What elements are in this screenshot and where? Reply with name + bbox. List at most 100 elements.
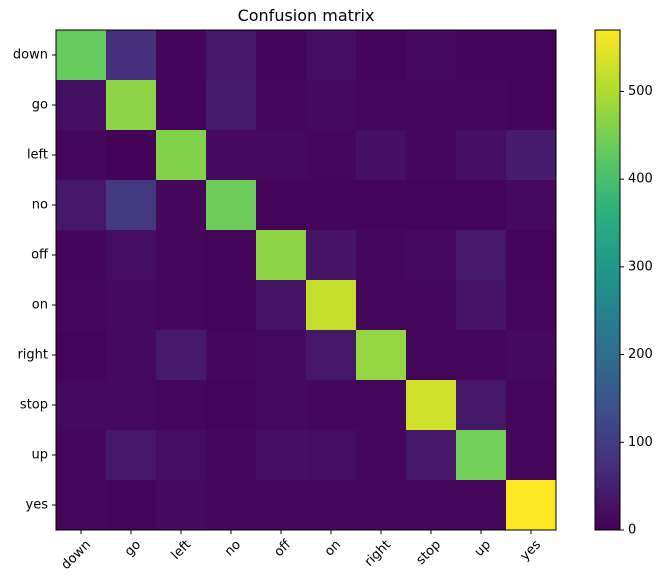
heatmap-cell [406, 180, 457, 231]
heatmap-cell [356, 130, 407, 181]
heatmap-cell [506, 330, 557, 381]
y-tick-label: stop [20, 398, 48, 413]
heatmap-cell [256, 480, 307, 531]
heatmap-cell [356, 30, 407, 81]
heatmap-cell [506, 380, 557, 431]
heatmap-cell [106, 280, 157, 331]
heatmap-cell [356, 480, 407, 531]
heatmap-cell [506, 130, 557, 181]
heatmap-cell [406, 430, 457, 481]
heatmap-cell [306, 80, 357, 131]
heatmap-cell [56, 480, 107, 531]
heatmap-cell [106, 180, 157, 231]
heatmap-cell [406, 330, 457, 381]
heatmap-cell [256, 280, 307, 331]
x-tick-label: on [322, 537, 344, 559]
heatmap-cell [256, 430, 307, 481]
colorbar-tick-label: 100 [628, 435, 653, 450]
heatmap-cell [206, 30, 257, 81]
y-tick-label: on [32, 298, 48, 313]
y-tick-label: no [32, 198, 48, 213]
heatmap-cell [356, 430, 407, 481]
heatmap-cell [506, 280, 557, 331]
heatmap-cell [206, 130, 257, 181]
heatmap-cell [306, 380, 357, 431]
heatmap-cell [106, 80, 157, 131]
y-tick-label: right [17, 348, 48, 363]
heatmap-cell [406, 480, 457, 531]
heatmap-cell [206, 430, 257, 481]
heatmap-cell [56, 280, 107, 331]
heatmap-cell [306, 230, 357, 281]
colorbar-tick-label: 400 [628, 172, 653, 187]
heatmap-cell [256, 230, 307, 281]
heatmap-cell [106, 230, 157, 281]
heatmap-cell [406, 30, 457, 81]
heatmap-cell [306, 130, 357, 181]
heatmap-cell [506, 230, 557, 281]
heatmap-cell [356, 280, 407, 331]
colorbar-tick-label: 300 [628, 259, 653, 274]
heatmap-cell [306, 480, 357, 531]
heatmap-cell [406, 80, 457, 131]
heatmap-cell [506, 30, 557, 81]
heatmap-cell [56, 30, 107, 81]
heatmap-cell [306, 330, 357, 381]
heatmap-cell [106, 430, 157, 481]
heatmap-cell [56, 180, 107, 231]
heatmap-cell [356, 330, 407, 381]
heatmap-cell [456, 130, 507, 181]
heatmap-cell [256, 380, 307, 431]
heatmap-cell [256, 330, 307, 381]
heatmap-cell [506, 480, 557, 531]
heatmap-cell [56, 380, 107, 431]
heatmap-cell [256, 30, 307, 81]
heatmap-cell [56, 80, 107, 131]
heatmap-cell [506, 180, 557, 231]
heatmap-cell [206, 180, 257, 231]
heatmap-cell [156, 280, 207, 331]
x-tick-label: right [362, 537, 394, 569]
y-tick-label: down [13, 48, 48, 63]
heatmap-cell [106, 330, 157, 381]
heatmap-cell [156, 30, 207, 81]
heatmap-cell [456, 380, 507, 431]
heatmap-cell [406, 380, 457, 431]
heatmap-cells [56, 30, 557, 531]
heatmap-cell [456, 480, 507, 531]
heatmap-cell [106, 480, 157, 531]
heatmap-cell [106, 380, 157, 431]
heatmap-cell [456, 180, 507, 231]
y-axis: down go left no off on right stop up yes [13, 48, 56, 513]
heatmap-cell [406, 130, 457, 181]
chart-title: Confusion matrix [238, 6, 375, 25]
heatmap-cell [206, 330, 257, 381]
heatmap-cell [206, 230, 257, 281]
heatmap-cell [206, 80, 257, 131]
heatmap-cell [456, 430, 507, 481]
x-tick-label: up [472, 537, 494, 559]
heatmap-cell [56, 230, 107, 281]
y-tick-label: off [31, 248, 49, 263]
heatmap-cell [106, 30, 157, 81]
x-tick-label: yes [518, 537, 545, 564]
colorbar [594, 29, 621, 531]
heatmap-cell [406, 230, 457, 281]
colorbar-tick-label: 500 [628, 84, 653, 99]
heatmap-cell [156, 380, 207, 431]
heatmap-cell [256, 80, 307, 131]
heatmap-cell [506, 430, 557, 481]
heatmap-cell [56, 430, 107, 481]
heatmap-cell [456, 280, 507, 331]
x-tick-label: down [59, 537, 94, 572]
heatmap-cell [206, 280, 257, 331]
heatmap-cell [406, 280, 457, 331]
heatmap-cell [356, 230, 407, 281]
plot-frame [55, 29, 557, 531]
heatmap-cell [156, 230, 207, 281]
y-tick-label: yes [26, 498, 49, 513]
heatmap-cell [156, 330, 207, 381]
heatmap-cell [306, 180, 357, 231]
heatmap-cell [456, 30, 507, 81]
heatmap-cell [506, 80, 557, 131]
